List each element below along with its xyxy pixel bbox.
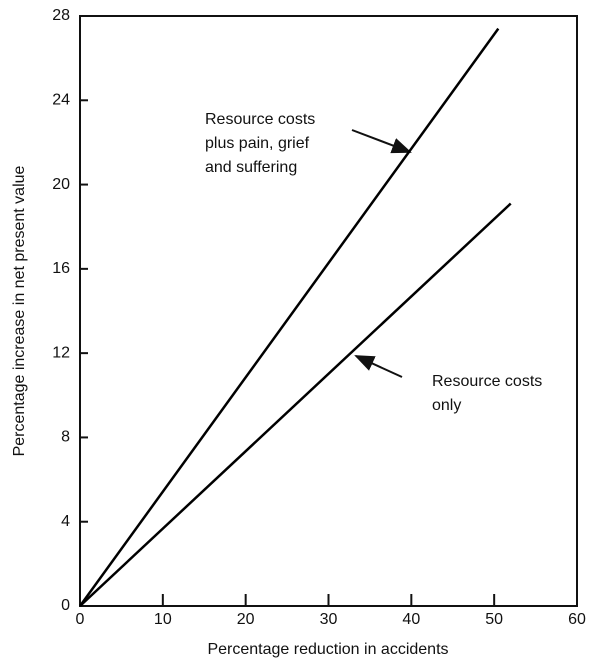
annotation: only [432, 397, 461, 414]
y-axis-label: Percentage increase in net present value [11, 165, 28, 456]
y-tick-label: 4 [61, 513, 70, 530]
y-tick-label: 8 [61, 429, 70, 446]
y-tick-label: 20 [52, 176, 70, 193]
annotation-arrow [351, 129, 412, 154]
y-tick-label: 28 [52, 7, 70, 24]
x-tick-label: 30 [320, 611, 338, 628]
annotation: and suffering [205, 159, 297, 176]
y-tick-label: 0 [61, 597, 70, 614]
x-axis-label: Percentage reduction in accidents [207, 641, 448, 658]
annotation: plus pain, grief [205, 135, 310, 152]
plot-frame [79, 15, 578, 607]
x-tick-label: 20 [237, 611, 255, 628]
annotation-arrow [354, 355, 403, 378]
x-tick-label: 40 [402, 611, 420, 628]
y-tick-label: 16 [52, 260, 70, 277]
y-tick-label: 24 [52, 92, 70, 109]
x-tick-label: 50 [485, 611, 503, 628]
data-line [78, 27, 500, 607]
y-tick-label: 12 [52, 344, 70, 361]
x-tick-label: 10 [154, 611, 172, 628]
annotation: Resource costs [432, 373, 542, 390]
x-tick-label: 60 [568, 611, 586, 628]
data-line [79, 202, 512, 607]
x-tick-label: 0 [76, 611, 85, 628]
annotation: Resource costs [205, 111, 315, 128]
